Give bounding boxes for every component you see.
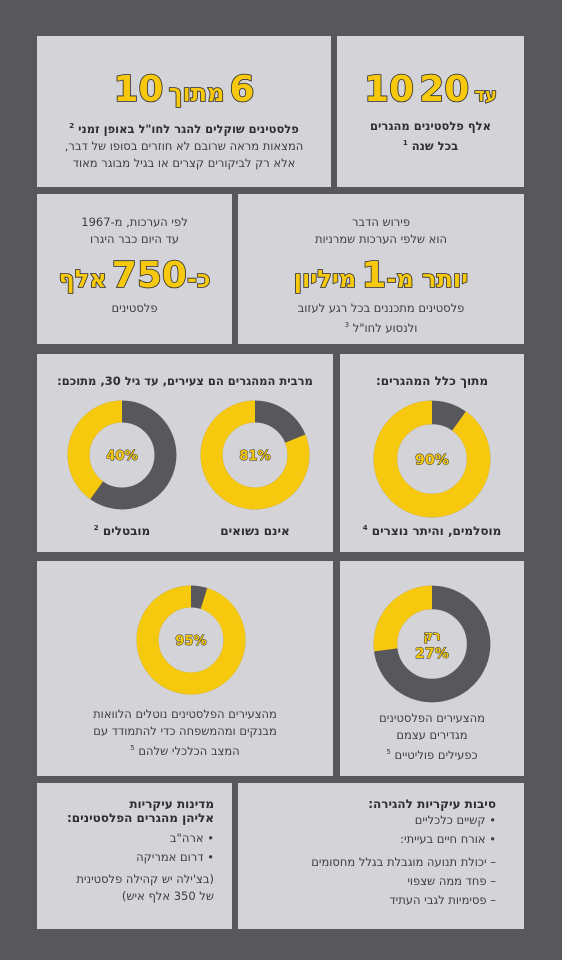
word-of: מתוך: [168, 79, 225, 107]
destinations-list: • ארה"ב • דרום אמריקה: [45, 829, 214, 867]
p6-title: מרבית המהגרים הם צעירים, עד גיל 30, מתוכ…: [57, 374, 313, 388]
panel-million: פירוש הדבר הוא שלפי הערכות שמרניות יותר …: [238, 194, 524, 344]
p2-line1: המצאות מראה שרובם לא חוזרים בסופו של דבר…: [64, 138, 304, 153]
donut-loans: 95%: [136, 585, 246, 695]
p9-title: סיבות עיקריות להגירה:: [368, 797, 496, 811]
p10-line2: של 350 אלף איש): [121, 889, 214, 903]
donut-percent-label: 40%: [106, 449, 138, 464]
panel-750k: לפי הערכות, מ-1967 עד היום כבר היגרו כ-7…: [37, 194, 232, 344]
reasons-list: • קשיים כלכליים • אורח חיים בעייתי:: [248, 811, 496, 849]
destination-item: • דרום אמריקה: [136, 850, 214, 864]
reason-item: • קשיים כלכליים: [414, 813, 496, 827]
lifestyle-item: – יכולת תנועה מוגבלת בגלל מחסומים: [311, 855, 496, 869]
donut-percent-label: 27%: [415, 646, 449, 662]
donut-political: רק 27%: [373, 585, 491, 703]
panel-reasons: סיבות עיקריות להגירה: • קשיים כלכליים • …: [238, 783, 524, 929]
num-750: 750: [111, 255, 188, 296]
p4-line3: פלסטינים: [111, 301, 158, 315]
p4-line2: עד היום כבר היגרו: [90, 232, 179, 246]
thousand: אלף: [58, 265, 108, 293]
p8-line3: המצב הכלכלי שלהם 5: [130, 743, 240, 758]
num-to: 20: [418, 69, 470, 110]
donut-value-arc: [67, 400, 177, 510]
donut-value-arc: [373, 585, 491, 703]
p5-caption: מוסלמים, והיתר נוצרים 4: [362, 524, 502, 538]
p7-line2: מגדירים עצמם: [396, 728, 468, 742]
p7-line1: מהצעירים הפלסטינים: [379, 711, 485, 725]
donut-percent-label: 95%: [175, 634, 207, 649]
num-10: 10: [113, 69, 165, 110]
lifestyle-list: – יכולת תנועה מוגבלת בגלל מחסומים – פחד …: [248, 853, 496, 910]
lifestyle-item: – פחד ממה שצפוי: [407, 874, 496, 888]
p10-line1: (בצ'ילה יש קהילה פלסטינית: [76, 872, 214, 886]
p1-line2: בכל שנה 1: [402, 138, 459, 153]
destination-item: • ארה"ב: [169, 831, 214, 845]
p6-caption-unmarried: אינם נשואים: [220, 524, 290, 538]
p2-line2: אלא רק לביקורים קצרים או בגיל מבוגר מאוד: [72, 155, 296, 170]
donut-value-arc: [373, 400, 491, 518]
donut-value-arc: [136, 585, 246, 695]
donut-value-arc: [200, 400, 310, 510]
p3-line4: ולנסוע לחו"ל 3: [344, 320, 418, 335]
donut-percent-label: 81%: [239, 449, 271, 464]
num-1: 1: [361, 255, 388, 296]
panel-loans: 95% מהצעירים הפלסטינים נוטלים הלוואות מב…: [37, 561, 333, 776]
headline-6-of-10: 6 מתוך 10: [37, 69, 331, 110]
headline-10-to-20: 10 עד 20: [337, 69, 524, 110]
p7-line3: כפעילים פוליטיים 5: [386, 747, 478, 762]
lifestyle-item: – פסימיות לגבי העתיד: [389, 893, 496, 907]
approx: כ-: [186, 265, 211, 293]
headline-750k: כ-750 אלף: [37, 255, 232, 296]
donut-muslims: 90%: [373, 400, 491, 518]
p8-line1: מהצעירים הפלסטינים נוטלים הלוואות: [93, 707, 277, 721]
million: מיליון: [293, 265, 357, 293]
headline-million: יותר מ-1 מיליון: [238, 255, 524, 296]
p6-caption-unemployed: מובטלים 2: [93, 524, 151, 538]
panel-consider-emigration: 6 מתוך 10 פלסטינים שוקלים להגר לחו"ל באו…: [37, 36, 331, 187]
panel-muslims: מתוך כלל המהגרים: 90% מוסלמים, והיתר נוצ…: [340, 354, 524, 552]
p4-line1: לפי הערכות, מ-1967: [81, 215, 188, 229]
more-than: יותר מ-: [386, 265, 469, 293]
reason-item: • אורח חיים בעייתי:: [400, 832, 496, 846]
word-to: עד: [474, 85, 498, 106]
panel-destinations: מדינות עיקריות אליהן מהגרים הפלסטינים: •…: [37, 783, 232, 929]
p10-title2: אליהן מהגרים הפלסטינים:: [66, 811, 214, 825]
donut-unemployed: 40%: [67, 400, 177, 510]
p5-title: מתוך כלל המהגרים:: [375, 374, 489, 388]
p1-line1: אלף פלסטינים מהגרים: [370, 119, 491, 133]
donut-unmarried: 81%: [200, 400, 310, 510]
donut-prefix-label: רק: [423, 629, 440, 644]
num-6: 6: [229, 69, 256, 110]
panel-annual-emigration: 10 עד 20 אלף פלסטינים מהגרים בכל שנה 1: [337, 36, 524, 187]
panel-young: מרבית המהגרים הם צעירים, עד גיל 30, מתוכ…: [37, 354, 333, 552]
p3-line3: פלסטינים מתכננים בכל רגע לעזוב: [297, 301, 465, 315]
p3-line1: פירוש הדבר: [351, 215, 411, 229]
panel-political: רק 27% מהצעירים הפלסטינים מגדירים עצמם כפ…: [340, 561, 524, 776]
num-from: 10: [363, 69, 415, 110]
donut-percent-label: 90%: [415, 452, 449, 468]
p3-line2: הוא שלפי הערכות שמרניות: [314, 232, 448, 246]
p10-title1: מדינות עיקריות: [129, 797, 214, 811]
p2-head: פלסטינים שוקלים להגר לחו"ל באופן זמני 2: [69, 121, 299, 136]
p8-line2: מבנקים ומהמשפחה כדי להתמודד עם: [93, 724, 277, 738]
